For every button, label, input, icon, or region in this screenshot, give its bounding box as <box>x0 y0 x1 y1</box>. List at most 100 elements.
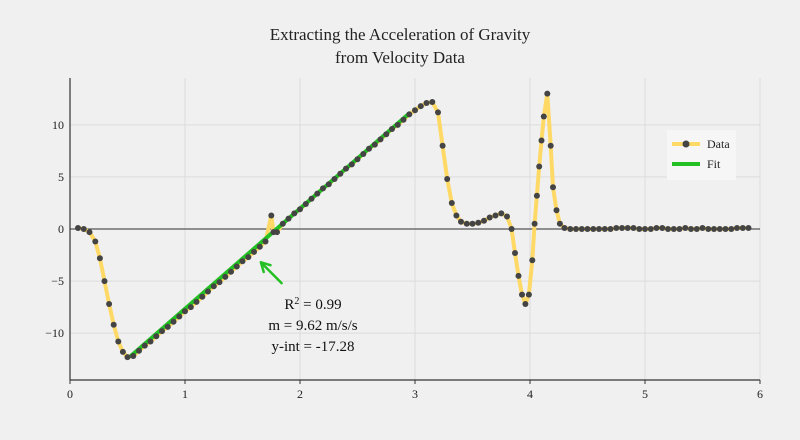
data-point <box>439 142 446 149</box>
data-point <box>251 248 257 255</box>
y-tick-label: 5 <box>58 170 64 184</box>
data-point <box>377 136 384 143</box>
data-point <box>536 163 543 170</box>
data-point <box>584 226 591 232</box>
data-point <box>722 226 729 232</box>
data-point <box>711 226 717 232</box>
data-point <box>222 273 229 280</box>
data-point <box>659 225 666 231</box>
data-point <box>601 226 608 232</box>
x-tick-label: 2 <box>297 387 303 401</box>
data-point <box>302 201 309 207</box>
data-point <box>348 161 355 168</box>
data-point <box>475 219 482 226</box>
data-point <box>444 176 451 182</box>
data-point <box>676 226 683 232</box>
data-point <box>716 226 723 232</box>
data-point <box>624 225 631 231</box>
data-point <box>159 328 165 335</box>
data-point <box>619 225 625 231</box>
data-point <box>279 220 286 227</box>
fit-annotation: R2 = 0.99 m = 9.62 m/s/s y-int = -17.28 <box>259 261 358 355</box>
data-point <box>553 207 560 214</box>
data-point <box>371 141 378 148</box>
data-point <box>522 301 529 307</box>
data-point <box>550 184 556 191</box>
data-point <box>256 243 263 250</box>
data-point <box>389 126 395 132</box>
data-point <box>512 250 518 256</box>
data-point <box>682 225 689 231</box>
y-tick-label: −10 <box>45 326 64 340</box>
data-point <box>745 225 752 231</box>
data-point <box>504 213 510 220</box>
data-point <box>538 137 545 144</box>
x-tick-label: 3 <box>412 387 418 401</box>
data-point <box>228 268 234 275</box>
data-point <box>705 226 712 232</box>
data-point <box>519 291 525 298</box>
data-point <box>642 226 648 232</box>
data-point <box>239 258 246 265</box>
data-point <box>394 121 401 128</box>
data-point <box>544 90 551 97</box>
data-point <box>360 151 367 157</box>
data-point <box>561 225 568 231</box>
annotation-arrow-shaft <box>259 261 283 285</box>
x-tick-label: 6 <box>757 387 763 401</box>
x-tick-label: 4 <box>527 387 533 401</box>
data-point <box>153 333 160 340</box>
data-point <box>285 215 292 222</box>
data-point <box>590 226 597 232</box>
data-point <box>607 226 614 232</box>
data-point <box>458 218 464 225</box>
data-point <box>136 347 142 354</box>
chart-title-line-2: from Velocity Data <box>335 48 465 67</box>
data-point <box>613 225 620 231</box>
data-point <box>429 99 436 105</box>
data-point <box>210 283 217 290</box>
data-point <box>383 131 390 138</box>
data-point <box>354 156 361 163</box>
data-point <box>110 321 117 328</box>
data-point <box>245 254 252 261</box>
x-tick-label: 1 <box>182 387 188 401</box>
data-point <box>130 353 137 359</box>
data-point <box>573 226 579 232</box>
data-point <box>80 226 87 232</box>
data-point <box>556 220 563 227</box>
data-point <box>106 301 113 307</box>
chart-title-line-1: Extracting the Acceleration of Gravity <box>270 25 531 44</box>
data-point <box>525 291 532 298</box>
data-point <box>400 116 407 123</box>
series-layer <box>75 90 752 361</box>
data-point <box>406 111 413 118</box>
data-point <box>366 145 372 152</box>
data-point <box>734 225 740 231</box>
data-point <box>515 272 522 279</box>
data-point <box>291 210 298 217</box>
data-point <box>417 103 424 110</box>
data-point <box>96 255 103 262</box>
data-point <box>297 206 303 213</box>
legend: Data Fit <box>667 130 736 180</box>
data-point <box>498 210 505 217</box>
y-tick-label: 10 <box>52 118 64 132</box>
data-point <box>630 225 637 231</box>
data-point <box>320 185 326 192</box>
data-point <box>531 220 538 227</box>
data-point <box>540 113 547 120</box>
data-point <box>469 220 476 227</box>
data-point <box>233 263 240 270</box>
data-point <box>119 348 126 355</box>
data-point <box>262 238 269 245</box>
data-point <box>653 225 660 231</box>
data-point <box>199 293 206 300</box>
data-point <box>693 226 700 232</box>
data-point <box>412 107 418 114</box>
data-point <box>636 226 643 232</box>
data-point <box>343 165 349 172</box>
data-point <box>492 212 499 219</box>
data-point <box>337 170 344 177</box>
